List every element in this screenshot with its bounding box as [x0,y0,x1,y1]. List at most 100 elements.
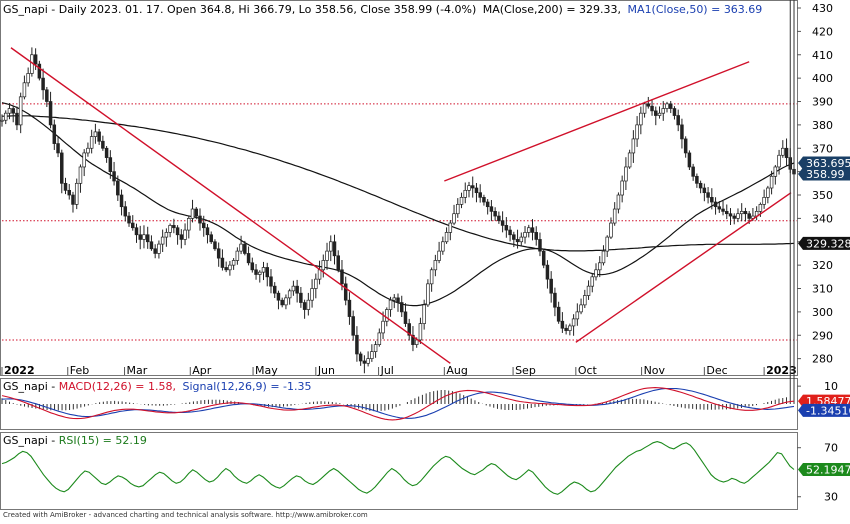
price-candle-body [512,234,516,240]
price-candle-body [157,243,161,254]
date-axis-label: Apr [192,364,212,377]
close-value-badge-text: 358.99 [806,168,845,181]
price-candle-body [299,292,303,303]
price-candle-body [448,222,453,233]
price-candle-body [538,239,542,252]
price-candle-body [586,285,591,296]
price-candle-body [418,323,423,341]
price-candle-body [325,250,329,261]
price-candle-body [437,250,441,261]
price-candle-body [706,192,710,198]
price-candle-body [198,215,202,224]
price-candle-body [568,325,572,331]
date-axis-label: 2022 [4,364,35,377]
price-candle-body [452,213,456,224]
price-candle-body [123,206,128,217]
rsi-line [1,441,795,495]
price-candle-body [642,103,647,114]
price-panel-frame[interactable] [0,0,798,376]
price-candle-body [60,152,64,184]
price-axis-label: 340 [812,212,833,225]
macd-legend: MACD(12,26) = 1.58, [59,380,176,393]
price-candle-body [668,103,673,109]
horizontal-levels [2,103,797,341]
price-candle-body [426,283,430,306]
price-candle-body [97,131,101,142]
signal-value-badge-text: -1.34516 [806,404,850,417]
price-axis-label: 300 [812,306,833,319]
price-candle-body [74,182,79,205]
price-candle-body [343,283,348,301]
price-candle-body [280,299,284,306]
price-candle-body [474,187,479,194]
price-candle-body [56,143,60,154]
price-candle-body [269,276,273,287]
macd-title: GS_napi - MACD(12,26) = 1.58, Signal(12,… [3,380,312,393]
price-candle-body [201,222,206,229]
price-candle-body [470,185,475,189]
price-candle-body [747,213,751,219]
price-candle-body [86,147,90,154]
price-candle-body [500,220,505,226]
price-candle-body [739,211,744,215]
price-candle-body [302,302,307,310]
price-candle-body [773,166,778,177]
trendline [575,192,792,343]
trendline [10,47,451,364]
price-candle-body [624,166,628,182]
price-candle-body [7,108,12,114]
price-candle-body [216,248,221,259]
rsi-title: GS_napi - RSI(15) = 52.19 [3,434,147,447]
price-candle-body [220,257,225,268]
price-candle-body [194,208,199,217]
price-candle-body [444,232,449,243]
trendline [444,61,750,182]
price-candle-body [616,194,621,210]
price-candle-body [579,304,583,313]
price-candle-body [224,267,228,271]
price-candle-body [63,182,68,191]
price-candle-body [250,262,255,271]
macd-title-prefix: GS_napi - [3,380,59,393]
price-axis-label: 320 [812,259,833,272]
price-axis-label: 290 [812,329,833,342]
price-candle-body [601,250,606,264]
price-candle-body [340,269,344,285]
price-candle-body [388,299,393,310]
price-candle-body [698,182,703,189]
price-candle-body [758,204,763,212]
price-candle-body [396,297,400,303]
price-candle-body [179,234,184,240]
date-axis-label: Nov [644,364,666,377]
price-candle-body [489,206,494,212]
price-candle-body [530,227,535,233]
footer-credit: Created with AmiBroker - advanced charti… [3,511,368,519]
price-candle-body [695,175,699,184]
date-axis-label: Jul [380,364,394,377]
price-candle-body [594,269,598,278]
price-candle-body [553,292,557,308]
price-candle-body [370,351,374,359]
price-candle-body [605,236,609,252]
price-candle-body [93,131,98,137]
price-candle-body [11,108,15,114]
price-candle-body [205,227,210,236]
price-candle-body [728,213,733,217]
price-title-main: GS_napi - Daily 2023. 01. 17. Open 364.8… [3,3,476,16]
price-candle-body [527,227,531,233]
signal-legend: Signal(12,26,9) = -1.35 [182,380,311,393]
price-candle-body [89,136,94,149]
ma50-legend: MA1(Close,50) = 363.69 [628,3,763,16]
price-candle-body [321,260,326,271]
macd-panel: 10 [1,0,838,421]
price-candle-body [515,239,520,243]
ma50-value-badge-text: 363.695 [806,157,850,170]
price-candle-body [504,225,509,231]
ma50-value-badge-shape [798,156,850,170]
price-candle-body [153,248,157,254]
ma200-value-badge-shape [798,236,850,250]
price-candle-body [676,115,680,126]
price-candle-body [265,267,269,278]
rsi-value-badge-text: 52.1947 [806,464,850,477]
price-candle-body [317,269,322,280]
